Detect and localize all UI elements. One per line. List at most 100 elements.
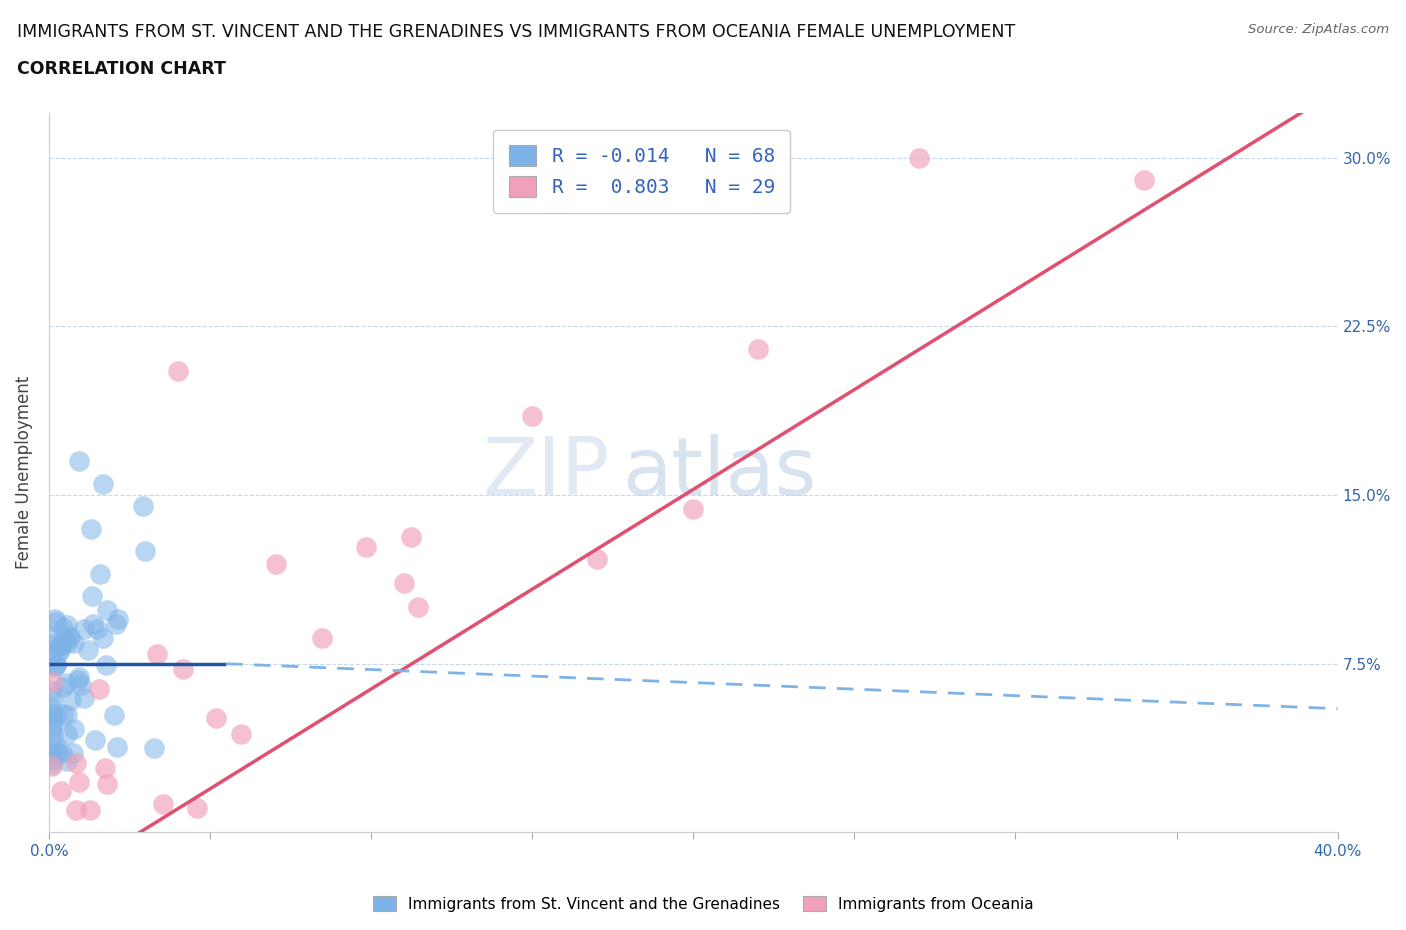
Point (105, 617, 128, 631)
Point (522, 409, 544, 424)
Point (44, 611, 66, 626)
Point (76, 643, 98, 658)
Point (45, 615, 67, 630)
Point (131, 498, 153, 513)
Point (67, 775, 90, 790)
Point (41, 758, 63, 773)
Point (406, 600, 429, 615)
Point (96, 658, 118, 672)
Point (89, 566, 111, 581)
Point (72, 621, 94, 636)
Point (747, 341, 769, 356)
Legend: Immigrants from St. Vincent and the Grenadines, Immigrants from Oceania: Immigrants from St. Vincent and the Gren… (367, 889, 1039, 918)
Point (82, 617, 104, 631)
Text: ZIP: ZIP (482, 433, 610, 512)
Point (42, 748, 65, 763)
Point (73, 690, 96, 705)
Point (45, 709, 67, 724)
Point (53, 631, 76, 645)
Point (46, 645, 69, 660)
Point (87, 682, 110, 697)
Text: atlas: atlas (623, 433, 817, 512)
Text: CORRELATION CHART: CORRELATION CHART (17, 60, 226, 78)
Point (45, 658, 67, 672)
Point (70, 677, 93, 692)
Point (41, 722, 63, 737)
Point (231, 726, 253, 741)
Point (65, 803, 87, 817)
Point (172, 662, 194, 677)
Point (41, 752, 63, 767)
Point (91, 631, 114, 645)
Point (55, 636, 77, 651)
Point (52, 706, 75, 721)
Point (392, 576, 415, 591)
Point (62, 722, 84, 737)
Point (107, 611, 129, 626)
Point (41, 646, 63, 661)
Point (80, 522, 103, 537)
Point (96, 602, 118, 617)
Point (93, 761, 115, 776)
Point (103, 708, 125, 723)
Point (66, 672, 89, 687)
Point (41, 690, 63, 705)
Point (264, 557, 287, 572)
Point (105, 739, 128, 754)
Point (354, 540, 377, 555)
Point (41, 629, 63, 644)
Point (46, 746, 69, 761)
Point (41, 701, 63, 716)
Text: IMMIGRANTS FROM ST. VINCENT AND THE GRENADINES VS IMMIGRANTS FROM OCEANIA FEMALE: IMMIGRANTS FROM ST. VINCENT AND THE GREN… (17, 23, 1015, 41)
Point (152, 796, 174, 811)
Point (55, 675, 77, 690)
Point (1133, 173, 1156, 188)
Point (41, 711, 63, 726)
Point (56, 753, 79, 768)
Point (96, 777, 118, 791)
Point (41, 684, 63, 698)
Point (59, 631, 82, 645)
Point (65, 756, 87, 771)
Point (55, 726, 77, 741)
Point (682, 501, 704, 516)
Point (58, 629, 80, 644)
Point (62, 746, 84, 761)
Point (49, 638, 72, 653)
Point (67, 454, 90, 469)
Point (63, 636, 86, 651)
Point (41, 718, 63, 733)
Point (41, 757, 63, 772)
Point (45, 658, 67, 672)
Legend: R = -0.014   N = 68, R =  0.803   N = 29: R = -0.014 N = 68, R = 0.803 N = 29 (494, 129, 790, 213)
Point (42, 659, 65, 674)
Point (41, 674, 63, 689)
Point (55, 708, 77, 723)
Point (134, 544, 156, 559)
Point (84, 732, 107, 747)
Point (82, 589, 104, 604)
Point (51, 745, 73, 760)
Point (79, 803, 101, 817)
Point (399, 529, 422, 544)
Point (91, 476, 114, 491)
Point (585, 551, 607, 566)
Point (311, 631, 333, 645)
Point (42, 636, 65, 651)
Point (56, 618, 79, 632)
Point (166, 364, 188, 379)
Point (52, 620, 75, 635)
Point (908, 150, 931, 165)
Point (186, 801, 208, 816)
Point (67, 669, 90, 684)
Point (49, 784, 72, 799)
Text: Source: ZipAtlas.com: Source: ZipAtlas.com (1249, 23, 1389, 36)
Point (146, 646, 169, 661)
Point (49, 639, 72, 654)
Point (52, 680, 75, 695)
Point (45, 738, 67, 753)
Point (42, 728, 65, 743)
Point (86, 622, 108, 637)
Point (143, 740, 166, 755)
Point (41, 740, 63, 755)
